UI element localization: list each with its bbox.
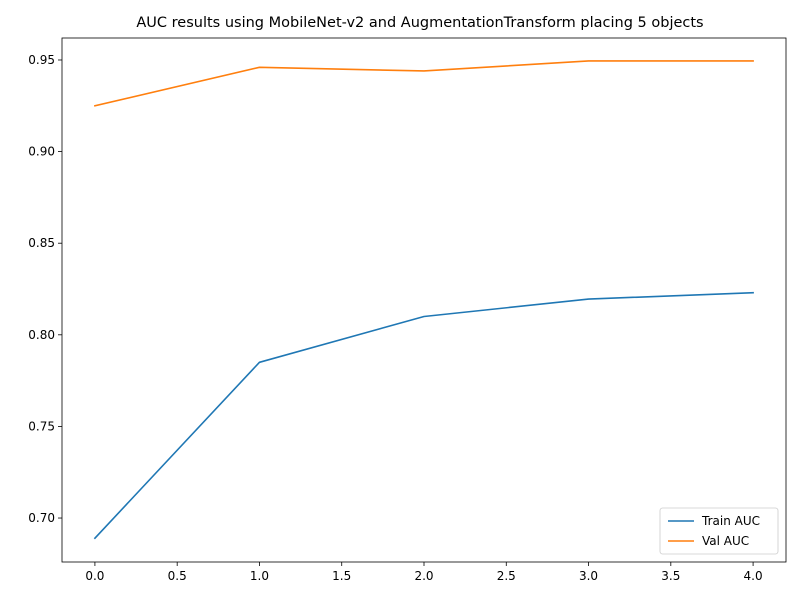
y-tick-label: 0.90 — [28, 145, 55, 159]
y-tick-label: 0.75 — [28, 419, 55, 433]
series-line-val-auc — [93, 60, 754, 107]
series-lines — [93, 60, 754, 540]
x-tick-label: 2.5 — [497, 569, 516, 583]
plot-frame — [61, 37, 787, 563]
legend-label: Train AUC — [701, 514, 760, 528]
legend-label: Val AUC — [702, 534, 749, 548]
chart-title: AUC results using MobileNet-v2 and Augme… — [136, 15, 703, 31]
x-tick-label: 0.5 — [168, 569, 187, 583]
axes: 0.0 0.5 1.0 1.5 2.0 2.5 3.0 3.5 4.0 0.70 0.75 0.80 0… — [28, 37, 787, 583]
y-tick-label: 0.80 — [28, 328, 55, 342]
legend-box — [659, 507, 779, 555]
series-line-train-auc — [93, 291, 754, 540]
x-tick-label: 3.0 — [579, 569, 598, 583]
x-tick-label: 0.0 — [85, 569, 104, 583]
x-tick-label: 3.5 — [661, 569, 680, 583]
x-tick-label: 1.0 — [250, 569, 269, 583]
y-tick-label: 0.95 — [28, 53, 55, 67]
y-tick-label: 0.85 — [28, 236, 55, 250]
y-tick-label: 0.70 — [28, 511, 55, 525]
x-tick-label: 4.0 — [744, 569, 763, 583]
x-tick-label: 1.5 — [332, 569, 351, 583]
x-tick-label: 2.0 — [414, 569, 433, 583]
legend: Train AUC Val AUC — [659, 507, 779, 555]
